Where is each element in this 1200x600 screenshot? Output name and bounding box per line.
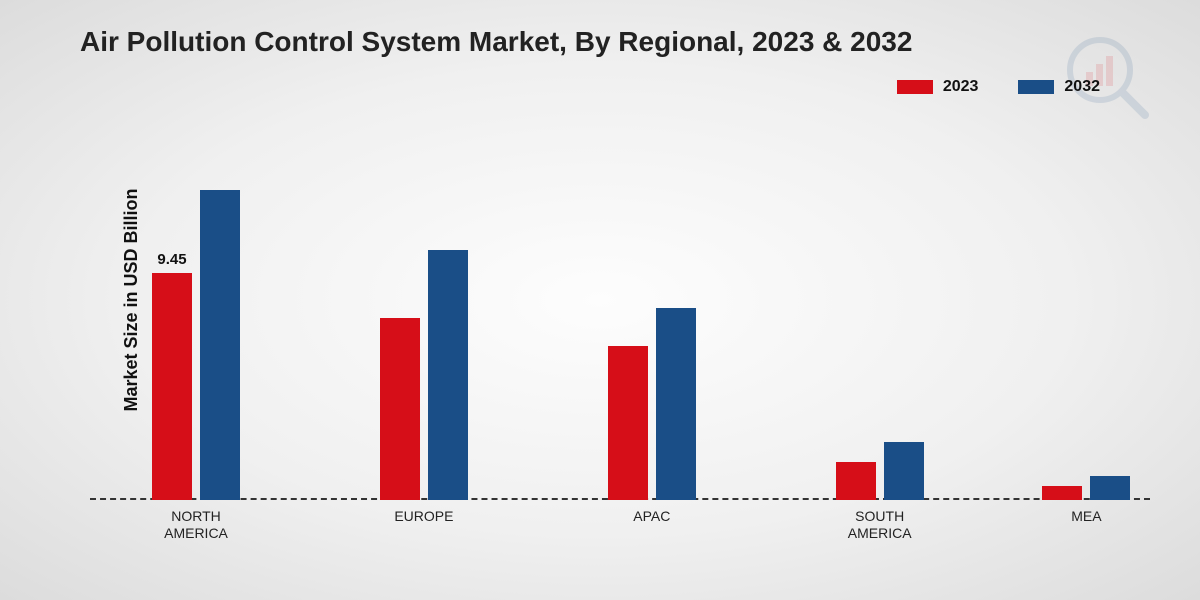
- x-tick-label: MEA: [1071, 508, 1101, 525]
- legend-swatch-2032: [1018, 80, 1054, 94]
- legend: 2023 2032: [897, 78, 1100, 96]
- legend-item-2032: 2032: [1018, 78, 1100, 96]
- bar-group: 9.45: [152, 190, 240, 500]
- legend-swatch-2023: [897, 80, 933, 94]
- chart-title: Air Pollution Control System Market, By …: [80, 26, 912, 58]
- bar-2032: [200, 190, 240, 500]
- x-tick-label: EUROPE: [394, 508, 453, 525]
- bar-2023: [380, 318, 420, 500]
- bar-2023: [608, 346, 648, 500]
- x-tick-label: NORTH AMERICA: [164, 508, 228, 542]
- legend-label-2032: 2032: [1064, 78, 1100, 96]
- legend-label-2023: 2023: [943, 78, 979, 96]
- bar-2023: 9.45: [152, 273, 192, 500]
- legend-item-2023: 2023: [897, 78, 979, 96]
- bar-2023: [836, 462, 876, 500]
- x-tick-label: SOUTH AMERICA: [848, 508, 912, 542]
- bar-2023: [1042, 486, 1082, 500]
- bar-2032: [1090, 476, 1130, 500]
- bar-2032: [656, 308, 696, 500]
- bar-group: [608, 308, 696, 500]
- bar-group: [1042, 476, 1130, 500]
- plot-area: 9.45: [90, 140, 1150, 500]
- bar-value-label: 9.45: [157, 251, 186, 268]
- x-tick-label: APAC: [633, 508, 670, 525]
- bar-group: [836, 442, 924, 500]
- bar-2032: [884, 442, 924, 500]
- bar-2032: [428, 250, 468, 500]
- bar-group: [380, 250, 468, 500]
